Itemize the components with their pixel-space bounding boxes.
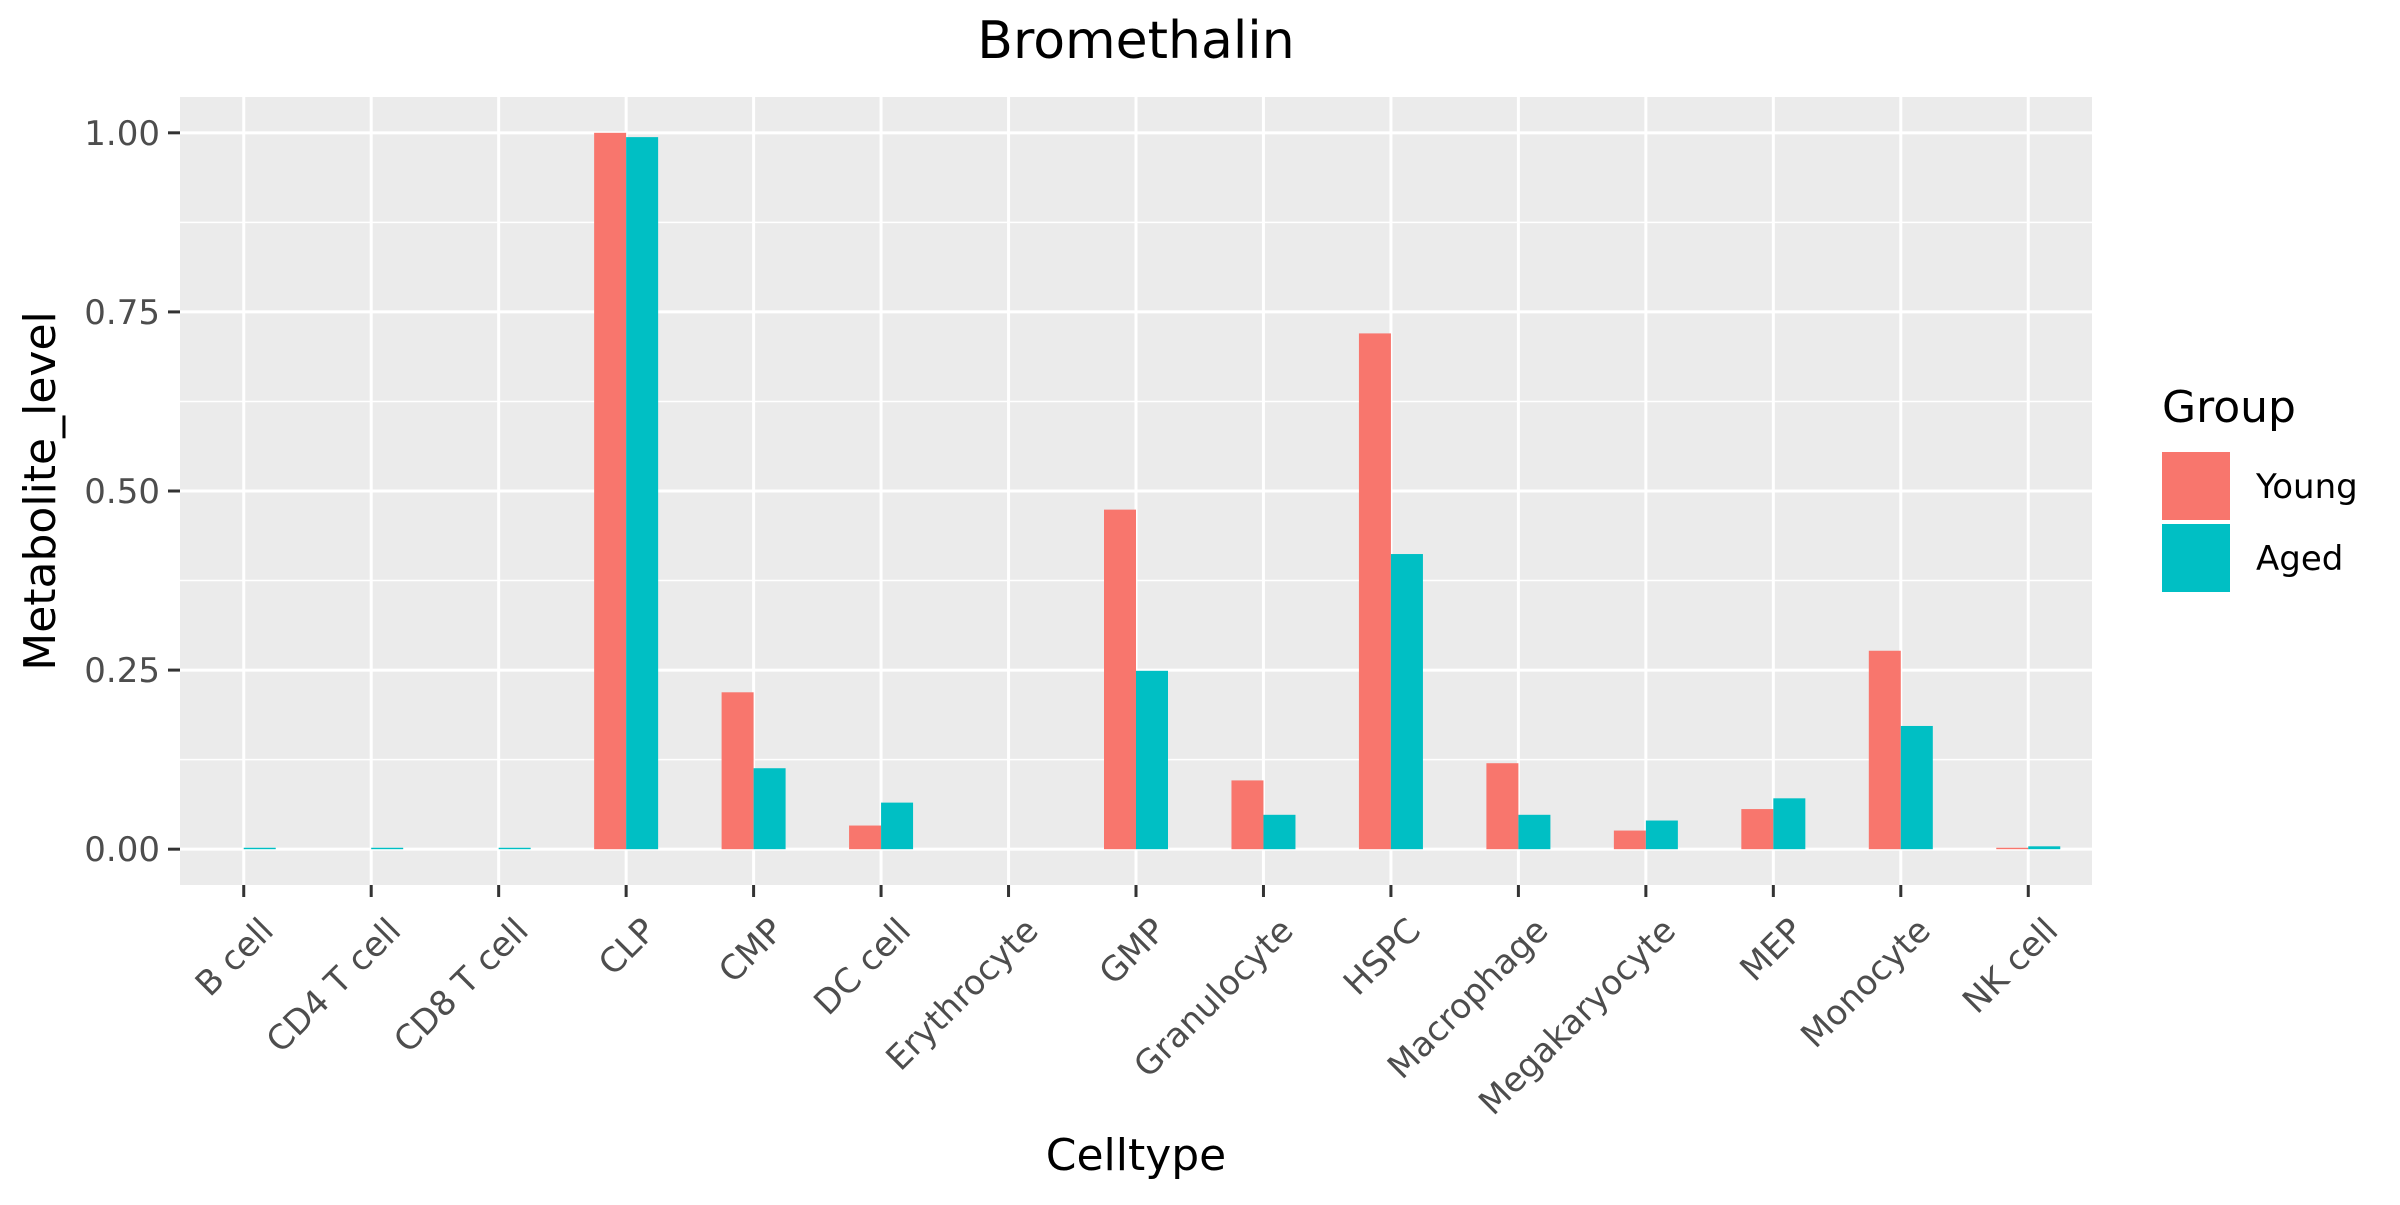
bar-young-cmp (722, 692, 754, 849)
x-tick-label: CD4 T cell (259, 911, 409, 1061)
x-axis-title: Celltype (1046, 1130, 1227, 1181)
bar-aged-b-cell (244, 848, 276, 849)
bar-young-mep (1741, 809, 1773, 849)
bar-aged-macrophage (1518, 815, 1550, 849)
bar-young-nk-cell (1996, 848, 2028, 849)
bar-young-monocyte (1869, 651, 1901, 849)
chart-title: Bromethalin (977, 11, 1294, 71)
bar-aged-cd4-t-cell (371, 848, 403, 849)
bar-aged-dc-cell (881, 803, 913, 850)
y-tick-label: 0.75 (84, 293, 160, 333)
y-axis: 0.00 0.25 0.50 0.75 1.00 (84, 114, 180, 870)
bar-aged-gmp (1136, 671, 1168, 849)
bar-aged-clp (626, 137, 658, 849)
bar-young-granulocyte (1231, 780, 1263, 849)
legend-title: Group (2162, 382, 2296, 433)
x-tick-label: B cell (188, 911, 282, 1005)
x-tick-label: Monocyte (1793, 911, 1938, 1056)
bar-aged-hspc (1391, 554, 1423, 849)
x-tick-label: CMP (711, 911, 791, 991)
legend-label-young: Young (2255, 467, 2358, 507)
bar-young-clp (594, 133, 626, 849)
bar-young-hspc (1359, 333, 1391, 849)
x-tick-label: MEP (1733, 911, 1812, 990)
bar-young-megakaryocyte (1614, 831, 1646, 850)
x-tick-label: CD8 T cell (386, 911, 536, 1061)
legend-label-aged: Aged (2256, 539, 2343, 579)
bar-aged-megakaryocyte (1646, 821, 1678, 850)
y-tick-label: 0.25 (84, 651, 160, 691)
bar-aged-monocyte (1901, 726, 1933, 849)
bar-aged-nk-cell (2028, 846, 2060, 849)
x-tick-label: HSPC (1336, 911, 1429, 1004)
legend: Group Young Aged (2162, 382, 2358, 592)
x-tick-label: NK cell (1955, 911, 2066, 1022)
y-tick-label: 0.50 (84, 472, 160, 512)
bar-aged-granulocyte (1263, 815, 1295, 849)
x-tick-label: GMP (1092, 911, 1174, 993)
bar-aged-mep (1773, 798, 1805, 849)
legend-key-young (2162, 452, 2230, 520)
y-tick-label: 0.00 (84, 830, 160, 870)
x-tick-label: DC cell (806, 911, 919, 1024)
bar-aged-cd8-t-cell (499, 848, 531, 849)
bar-young-gmp (1104, 510, 1136, 850)
x-tick-label: CLP (591, 911, 664, 984)
y-tick-label: 1.00 (84, 114, 160, 154)
y-axis-title: Metabolite_level (15, 311, 66, 671)
legend-key-aged (2162, 524, 2230, 592)
bar-young-macrophage (1486, 763, 1518, 849)
bar-aged-cmp (754, 768, 786, 849)
bar-young-dc-cell (849, 826, 881, 850)
